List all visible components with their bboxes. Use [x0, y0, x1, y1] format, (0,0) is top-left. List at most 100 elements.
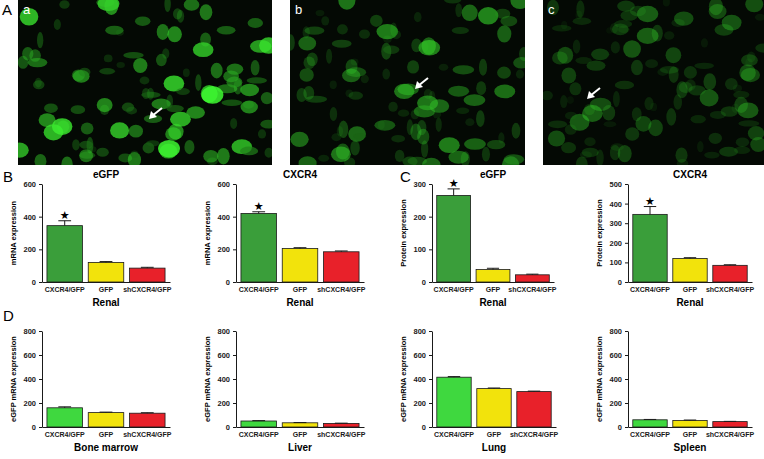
micrograph-cell — [561, 21, 567, 29]
micrograph-cell — [318, 155, 329, 162]
significance-marker: ★ — [449, 177, 459, 190]
y-tick-label: 600 — [217, 180, 230, 189]
micrograph-cell — [516, 70, 524, 79]
micrograph-cell — [407, 60, 419, 73]
y-axis-title: mRNA expression — [203, 200, 212, 265]
y-axis-title: eGFP mRNA expression — [9, 336, 18, 422]
micrograph-cell — [33, 80, 44, 89]
plot-area — [437, 189, 550, 282]
bar — [633, 420, 667, 427]
x-tick-label: CXCR4/GFP — [239, 431, 279, 438]
x-tick-label: shCXCR4/GFP — [706, 286, 755, 293]
micrograph-cell — [573, 18, 592, 25]
y-tick: 200 — [217, 399, 236, 408]
error-bar — [526, 274, 538, 276]
micrograph-cell — [512, 123, 521, 139]
micrograph-cell — [452, 27, 469, 34]
x-tick-label: GFP — [293, 286, 308, 293]
error-bar-cap — [684, 420, 696, 421]
micrograph-cell — [96, 148, 108, 157]
micrograph-cell — [298, 36, 316, 50]
micrograph-cell — [478, 7, 498, 24]
y-axis: 0200400600800 — [609, 327, 628, 432]
error-bar — [487, 268, 499, 269]
bar — [515, 275, 549, 282]
arrow-head — [149, 111, 157, 119]
micrograph-cell — [411, 39, 421, 53]
error-bar-cap — [294, 422, 307, 423]
x-tick-label: GFP — [486, 286, 501, 293]
error-bar-cap — [644, 419, 656, 420]
micrograph-cell — [500, 16, 517, 27]
x-tick-label: CXCR4/GFP — [239, 286, 279, 293]
micrograph-cell — [748, 126, 764, 140]
y-tick-mark — [233, 217, 236, 218]
micrograph-cell — [733, 91, 749, 99]
y-tick-mark — [233, 355, 236, 356]
micrograph-cell — [569, 82, 581, 95]
y-axis-line — [236, 185, 237, 283]
micrograph-cell — [664, 31, 674, 40]
x-axis: CXCR4/GFPGFPshCXCR4/GFP — [433, 282, 557, 293]
micrograph-cell — [135, 16, 150, 26]
y-tick: 600 — [23, 180, 42, 189]
micrograph-cell — [623, 40, 641, 57]
arrow — [149, 108, 162, 119]
x-tick: shCXCR4/GFP — [706, 427, 755, 438]
x-axis: CXCR4/GFPGFPshCXCR4/GFP — [237, 427, 366, 438]
error-bar-cap — [724, 421, 736, 422]
error-bar-cap — [684, 257, 696, 258]
micrograph-cell — [52, 118, 72, 135]
y-tick-mark — [429, 427, 432, 428]
micrograph-cell — [745, 0, 763, 12]
y-tick: 600 — [413, 351, 432, 360]
micrograph-cell — [395, 150, 405, 162]
micrograph-cell — [476, 110, 485, 127]
x-tick-label: CXCR4/GFP — [434, 431, 474, 438]
y-tick: 200 — [413, 213, 432, 222]
bar — [673, 420, 707, 427]
y-tick-mark — [233, 184, 236, 185]
micrograph-cell — [330, 107, 338, 121]
arrow — [587, 88, 600, 99]
micrograph-cell — [338, 0, 355, 10]
arrow-head — [587, 91, 595, 99]
chart-title: eGFP — [93, 169, 119, 180]
micrograph-cell — [258, 129, 266, 138]
x-tick: GFP — [99, 427, 114, 438]
panel-label: D — [3, 307, 14, 324]
y-tick-mark — [429, 282, 432, 283]
y-tick-mark — [39, 331, 42, 332]
error-bar-stem — [650, 207, 651, 215]
micrograph-cell — [217, 148, 230, 165]
y-tick-label: 300 — [609, 219, 622, 228]
micrograph-cell — [676, 81, 687, 98]
micrograph-cell — [565, 112, 577, 120]
y-axis-title: eGFP mRNA expression — [203, 336, 212, 422]
x-axis: CXCR4/GFPGFPshCXCR4/GFP — [43, 282, 172, 293]
error-bar — [644, 207, 656, 215]
error-bar — [252, 420, 265, 421]
x-tick-label: GFP — [683, 431, 698, 438]
x-tick: shCXCR4/GFP — [123, 427, 172, 438]
y-tick-label: 0 — [32, 423, 36, 432]
micrograph-cell — [504, 154, 525, 164]
y-tick-label: 0 — [226, 423, 230, 432]
micrograph-cell — [330, 81, 337, 90]
micrograph-cell — [183, 69, 190, 77]
error-bar — [724, 264, 736, 266]
panel-label: A — [2, 1, 12, 18]
micrograph-cell — [704, 152, 719, 159]
micrograph-cell — [359, 29, 370, 38]
y-axis-title: Protein expression — [595, 199, 604, 267]
error-bar — [724, 421, 736, 422]
y-tick-mark — [39, 427, 42, 428]
micrograph-cell — [560, 95, 567, 108]
y-axis: 0200400600 — [23, 180, 42, 287]
bar — [437, 195, 471, 282]
micrograph-cell — [391, 135, 405, 142]
micrograph-cell — [211, 63, 223, 79]
micrograph-cell — [422, 158, 441, 165]
y-tick-mark — [429, 355, 432, 356]
x-tick-label: CXCR4/GFP — [630, 431, 670, 438]
